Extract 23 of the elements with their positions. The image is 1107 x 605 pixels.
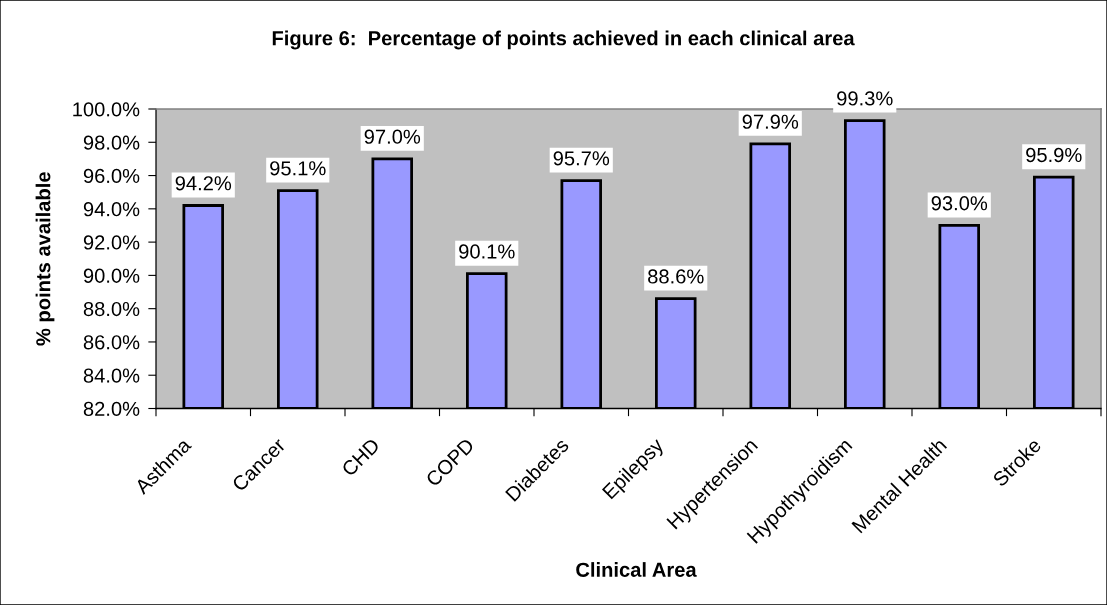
data-label: 90.1% <box>459 244 515 259</box>
y-tick-label: 88.0% <box>83 301 140 317</box>
y-axis-title: % points available <box>35 172 55 346</box>
data-label: 95.9% <box>1026 147 1082 163</box>
y-tick-label: 90.0% <box>83 268 140 283</box>
x-axis-title: Clinical Area <box>576 562 697 577</box>
chart-title: Figure 6: Percentage of points achieved in each clinical area <box>272 30 855 50</box>
y-tick-label: 82.0% <box>83 401 140 416</box>
data-label: 88.6% <box>648 269 704 284</box>
data-label: 95.7% <box>553 151 610 166</box>
y-tick-label: 84.0% <box>83 368 140 383</box>
data-label: 99.3% <box>837 91 893 106</box>
y-tick-label: 96.0% <box>83 168 140 184</box>
y-tick-label: 86.0% <box>83 335 140 350</box>
data-label: 95.1% <box>270 161 326 176</box>
data-label: 94.2% <box>175 176 232 191</box>
y-tick-label: 100.0% <box>73 102 140 117</box>
data-label: 97.9% <box>742 114 799 129</box>
y-tick-label: 92.0% <box>83 235 140 250</box>
data-label: 97.0% <box>364 129 421 144</box>
y-tick-label: 94.0% <box>83 202 140 217</box>
y-tick-label: 98.0% <box>83 135 140 150</box>
data-label: 93.0% <box>931 196 988 211</box>
